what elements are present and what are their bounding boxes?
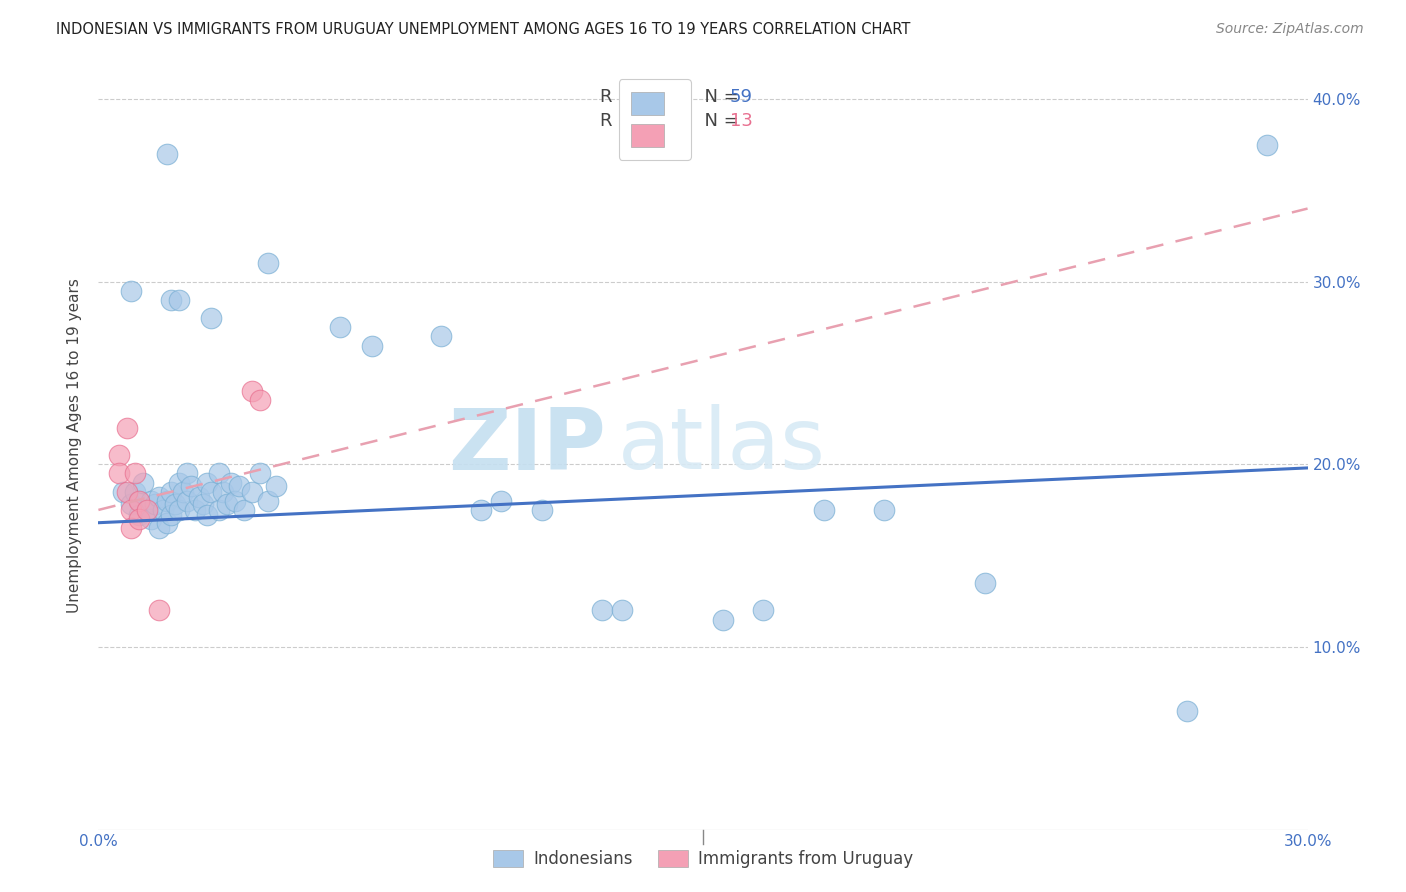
Point: [172, 484, 194, 499]
Point: [120, 521, 142, 535]
Text: R =: R =: [600, 88, 640, 106]
Point: [240, 484, 263, 499]
Point: [120, 284, 142, 298]
Point: [212, 484, 235, 499]
Point: [329, 320, 352, 334]
Point: [135, 503, 157, 517]
Point: [156, 493, 179, 508]
Point: [160, 484, 183, 499]
Text: Source: ZipAtlas.com: Source: ZipAtlas.com: [1216, 22, 1364, 37]
Point: [193, 498, 215, 512]
Point: [249, 467, 271, 481]
Point: [115, 421, 138, 435]
Point: [163, 498, 186, 512]
Point: [176, 467, 198, 481]
Legend: Indonesians, Immigrants from Uruguay: Indonesians, Immigrants from Uruguay: [486, 843, 920, 875]
Text: INDONESIAN VS IMMIGRANTS FROM URUGUAY UNEMPLOYMENT AMONG AGES 16 TO 19 YEARS COR: INDONESIAN VS IMMIGRANTS FROM URUGUAY UN…: [56, 22, 911, 37]
Point: [135, 503, 157, 517]
Point: [232, 503, 254, 517]
Point: [873, 503, 896, 517]
Text: 0.088: 0.088: [637, 88, 688, 106]
Point: [200, 484, 222, 499]
Point: [148, 521, 170, 535]
Point: [240, 384, 263, 399]
Point: [249, 393, 271, 408]
Point: [221, 475, 243, 490]
Point: [228, 479, 250, 493]
Point: [176, 493, 198, 508]
Text: N =: N =: [693, 88, 745, 106]
Point: [120, 498, 142, 512]
Point: [530, 503, 553, 517]
Point: [143, 498, 166, 512]
Point: [180, 479, 202, 493]
Point: [1175, 704, 1198, 718]
Legend: , : ,: [619, 79, 690, 160]
Point: [107, 448, 129, 462]
Point: [470, 503, 492, 517]
Point: [148, 490, 170, 504]
Text: N =: N =: [693, 112, 745, 129]
Text: atlas: atlas: [619, 404, 827, 488]
Point: [160, 508, 183, 523]
Text: R =: R =: [600, 112, 645, 129]
Point: [264, 479, 287, 493]
Point: [128, 493, 150, 508]
Text: ZIP: ZIP: [449, 404, 606, 488]
Point: [430, 329, 453, 343]
Point: [1256, 137, 1278, 152]
Point: [974, 576, 997, 591]
Point: [217, 498, 239, 512]
Point: [128, 493, 150, 508]
Point: [188, 490, 211, 504]
Point: [139, 493, 162, 508]
Point: [132, 475, 155, 490]
Point: [139, 512, 162, 526]
Point: [752, 603, 775, 617]
Text: 59: 59: [730, 88, 752, 106]
Point: [128, 512, 150, 526]
Point: [111, 484, 134, 499]
Y-axis label: Unemployment Among Ages 16 to 19 years: Unemployment Among Ages 16 to 19 years: [67, 278, 83, 614]
Point: [167, 475, 190, 490]
Point: [107, 467, 129, 481]
Point: [208, 503, 231, 517]
Point: [167, 293, 190, 307]
Point: [156, 146, 179, 161]
Point: [184, 503, 207, 517]
Point: [208, 467, 231, 481]
Point: [256, 256, 278, 270]
Point: [200, 311, 222, 326]
Point: [160, 293, 183, 307]
Point: [195, 508, 218, 523]
Point: [256, 493, 278, 508]
Point: [156, 516, 179, 530]
Text: 0.211: 0.211: [637, 112, 688, 129]
Point: [361, 338, 384, 352]
Text: 13: 13: [730, 112, 752, 129]
Point: [152, 503, 174, 517]
Point: [128, 508, 150, 523]
Point: [115, 484, 138, 499]
Point: [124, 484, 146, 499]
Point: [120, 503, 142, 517]
Point: [167, 503, 190, 517]
Point: [612, 603, 634, 617]
Point: [491, 493, 513, 508]
Point: [195, 475, 218, 490]
Point: [124, 467, 146, 481]
Point: [813, 503, 835, 517]
Point: [224, 493, 246, 508]
Point: [711, 613, 734, 627]
Point: [148, 603, 170, 617]
Point: [591, 603, 613, 617]
